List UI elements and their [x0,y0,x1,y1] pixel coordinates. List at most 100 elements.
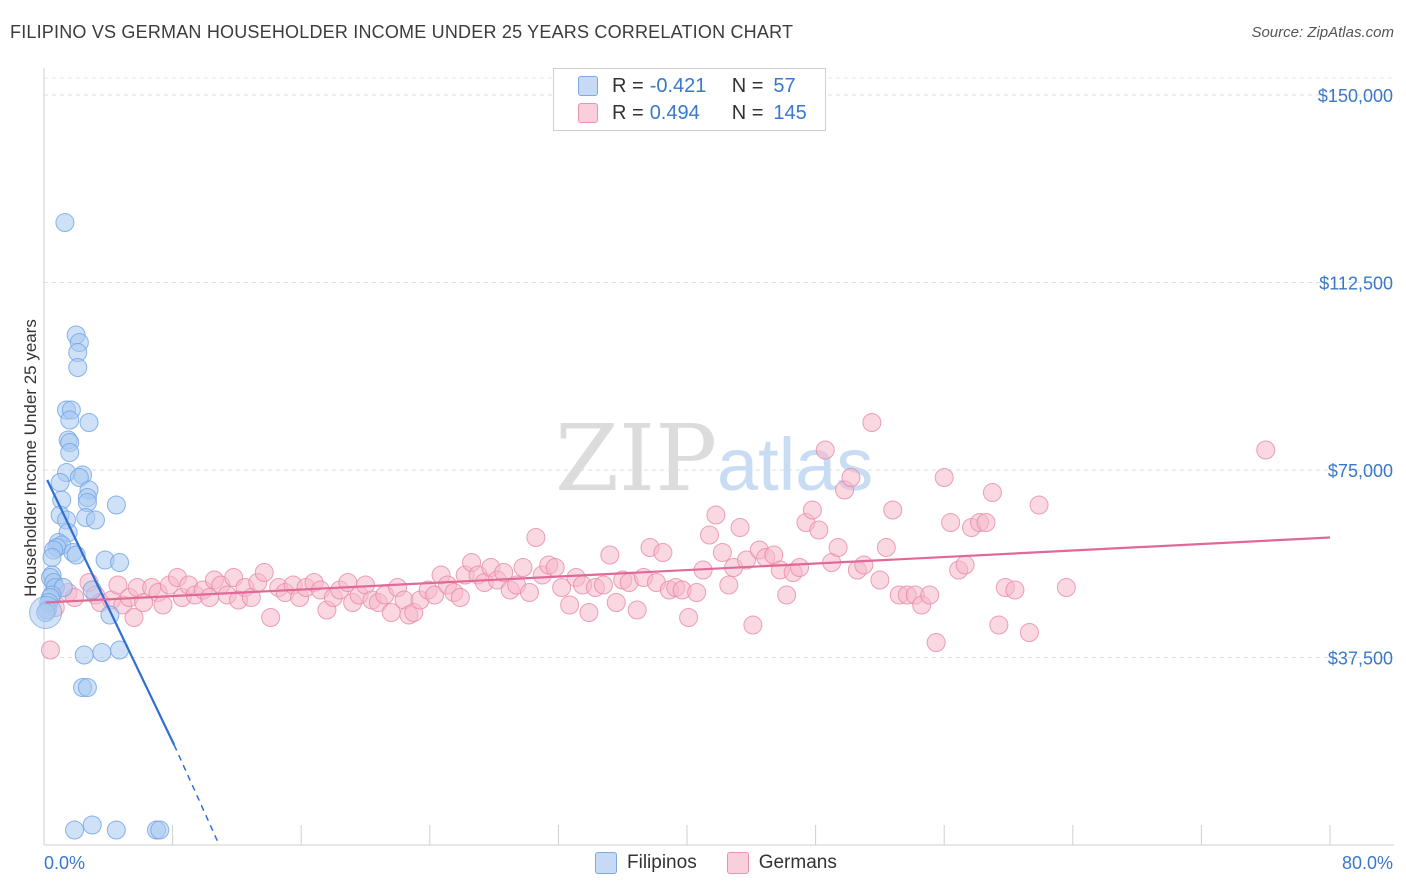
point-germans [841,468,861,487]
series-legend-filipinos: Filipinos [595,852,697,874]
point-germans [730,518,750,537]
point-germans [955,555,975,575]
point-filipinos [42,548,62,567]
point-filipinos [74,645,94,665]
watermark-zip: ZIP [555,405,717,512]
point-filipinos [82,815,102,835]
point-filipinos [92,643,112,662]
point-germans [653,543,673,562]
point-filipinos [85,510,105,530]
point-germans [982,483,1002,502]
point-germans [976,513,996,532]
trend-line-filipinos [46,479,176,746]
series-swatch-filipinos [595,852,617,874]
point-germans [862,413,882,432]
series-legend: Filipinos Germans [595,852,867,874]
legend-n-value: 145 [773,101,807,124]
trend-line-filipinos-extension [173,744,220,846]
point-germans [526,528,546,547]
point-germans [513,558,533,577]
point-germans [1029,495,1049,515]
point-filipinos [60,410,80,430]
point-filipinos [60,443,80,462]
chart-title: FILIPINO VS GERMAN HOUSEHOLDER INCOME UN… [10,22,794,42]
point-germans [736,550,756,570]
point-filipinos [68,358,88,377]
point-filipinos [150,820,170,840]
axes [43,68,1394,846]
point-filipinos [110,553,130,572]
point-germans [593,575,613,595]
point-germans [450,588,470,607]
point-germans [828,538,848,557]
y-tick-label: $75,000 [1328,461,1393,481]
point-germans [606,593,626,612]
data-points [29,213,1276,840]
point-filipinos [29,596,63,629]
point-filipinos [55,213,75,232]
point-germans [153,595,173,615]
point-germans [1056,578,1076,597]
point-germans [627,600,647,620]
trend-line-germans [45,536,1331,604]
legend-r-value: -0.421 [649,74,707,97]
legend-row-germans: R = 0.494 N = 145 [578,101,807,125]
legend-swatch-germans [578,103,598,123]
point-germans [425,585,445,605]
point-germans [1005,580,1025,600]
y-tick-label: $112,500 [1319,274,1393,294]
legend-swatch-filipinos [578,76,598,96]
legend-r-label: R = [612,101,644,124]
series-label-filipinos: Filipinos [627,852,697,873]
point-germans [1256,440,1276,460]
point-germans [579,603,599,622]
legend-r-label: R = [612,74,644,97]
point-filipinos [106,820,126,840]
trend-lines [45,479,1331,846]
y-tick-label: $37,500 [1328,649,1393,669]
point-germans [261,608,281,627]
point-germans [706,505,726,525]
legend-n-value: 57 [773,74,796,97]
point-germans [743,615,763,635]
point-germans [802,500,822,520]
point-germans [124,608,144,627]
gridlines [44,77,1394,658]
series-legend-germans: Germans [726,852,837,874]
legend-r-value: 0.494 [649,101,700,124]
point-germans [494,563,514,582]
legend-n-label: N = [731,74,764,97]
point-germans [108,575,128,595]
point-germans [40,640,60,660]
series-swatch-germans [726,852,749,874]
point-germans [777,585,797,605]
x-tick-label-min: 0.0% [44,853,85,873]
x-tick-label-max: 80.0% [1342,853,1393,873]
point-filipinos [106,495,126,515]
x-tick-labels: 0.0% 80.0% [44,853,1393,873]
point-germans [700,525,720,545]
point-germans [519,583,539,602]
point-germans [941,513,961,532]
point-germans [719,575,739,595]
point-germans [552,578,572,597]
point-germans [883,500,903,520]
point-filipinos [50,473,70,492]
point-germans [254,563,274,582]
point-filipinos [77,678,97,697]
point-germans [815,440,835,460]
point-germans [790,558,810,577]
point-germans [809,520,829,540]
point-germans [854,555,874,575]
point-germans [989,615,1009,635]
point-germans [934,468,954,487]
correlation-legend: R = -0.421 N = 57 R = 0.494 N = 145 [553,68,826,131]
point-germans [870,570,890,590]
y-tick-labels: $37,500 $75,000 $112,500 $150,000 [1318,86,1393,669]
point-filipinos [79,413,99,432]
point-germans [600,545,620,565]
point-germans [679,608,699,627]
y-tick-label: $150,000 [1318,86,1393,106]
point-germans [920,585,940,605]
legend-row-filipinos: R = -0.421 N = 57 [578,74,796,98]
